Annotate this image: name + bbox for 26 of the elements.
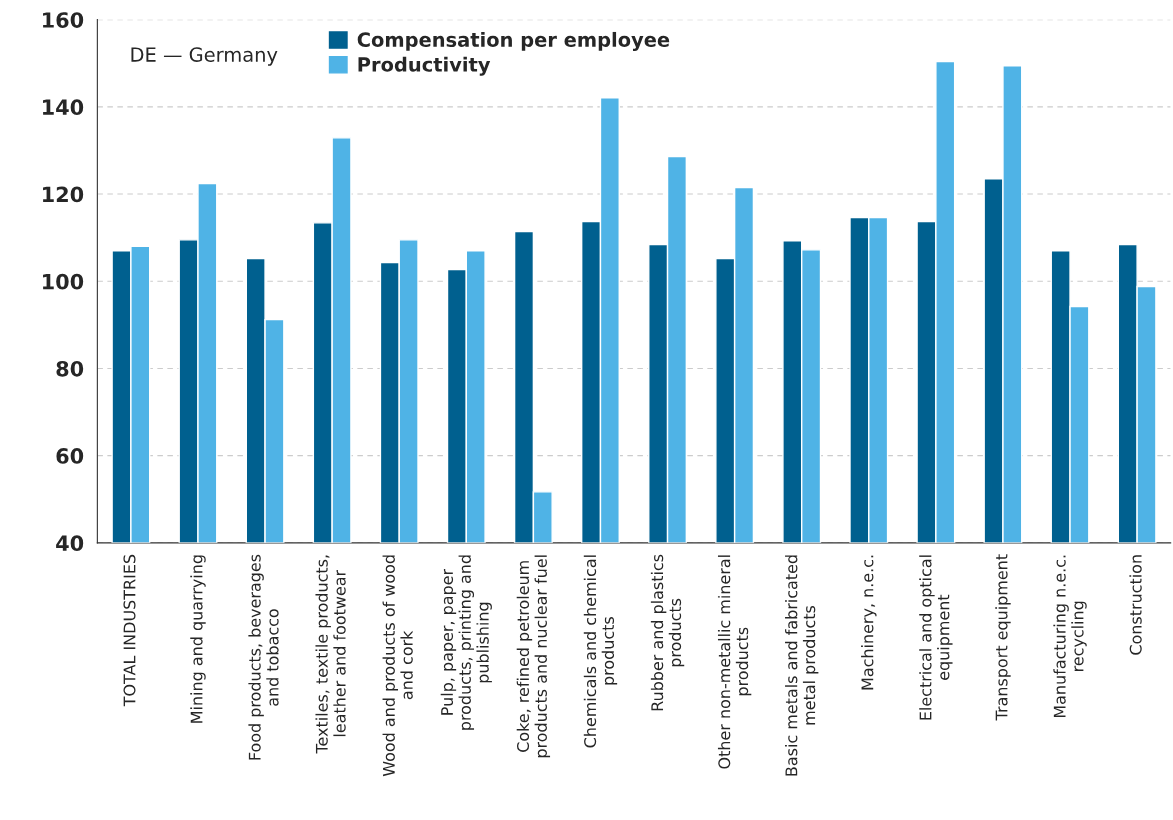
x-tick-label: Manufacturing n.e.c. recycling <box>1053 555 1087 718</box>
x-tick-label: Textiles, textile products, leather and footwear <box>315 555 346 754</box>
x-tick-label: Pulp, paper, paper products, printing and publishing <box>440 555 492 730</box>
y-tick-label: 140 <box>43 99 84 116</box>
x-tick-label: TOTAL INDUSTRIES <box>123 554 136 707</box>
x-tick-label: Electrical and optical equipment <box>919 555 953 720</box>
y-tick-label: 80 <box>56 360 84 377</box>
legend-label: Compensation per employee <box>357 31 670 51</box>
x-tick-label: Coke, refined petroleum products and nuclear fuel <box>516 555 551 758</box>
x-tick-label: Food products, beverages and tobacco <box>248 554 279 760</box>
annotation: DE — Germany <box>131 47 278 66</box>
x-tick-label: Wood and products of wood and cork <box>382 555 413 777</box>
x-tick-label: Mining and quarrying <box>190 555 206 723</box>
legend-label: Productivity <box>358 56 491 76</box>
x-tick-label: Machinery, n.e.c. <box>861 555 877 690</box>
x-tick-label: Rubber and plastics products <box>650 554 685 711</box>
y-tick-label: 160 <box>43 12 84 28</box>
x-tick-label: Construction <box>1129 555 1142 655</box>
x-tick-label: Transport equipment <box>995 554 1011 721</box>
x-tick-label: Chemicals and chemical products <box>583 555 618 748</box>
y-tick-label: 100 <box>43 273 84 290</box>
y-tick-label: 120 <box>43 186 84 203</box>
y-tick-label: 60 <box>56 448 84 464</box>
x-tick-label: Other non-metallic mineral products <box>717 555 752 769</box>
x-tick-label: Basic metals and fabricated metal products <box>785 555 819 776</box>
y-tick-label: 40 <box>56 535 84 552</box>
